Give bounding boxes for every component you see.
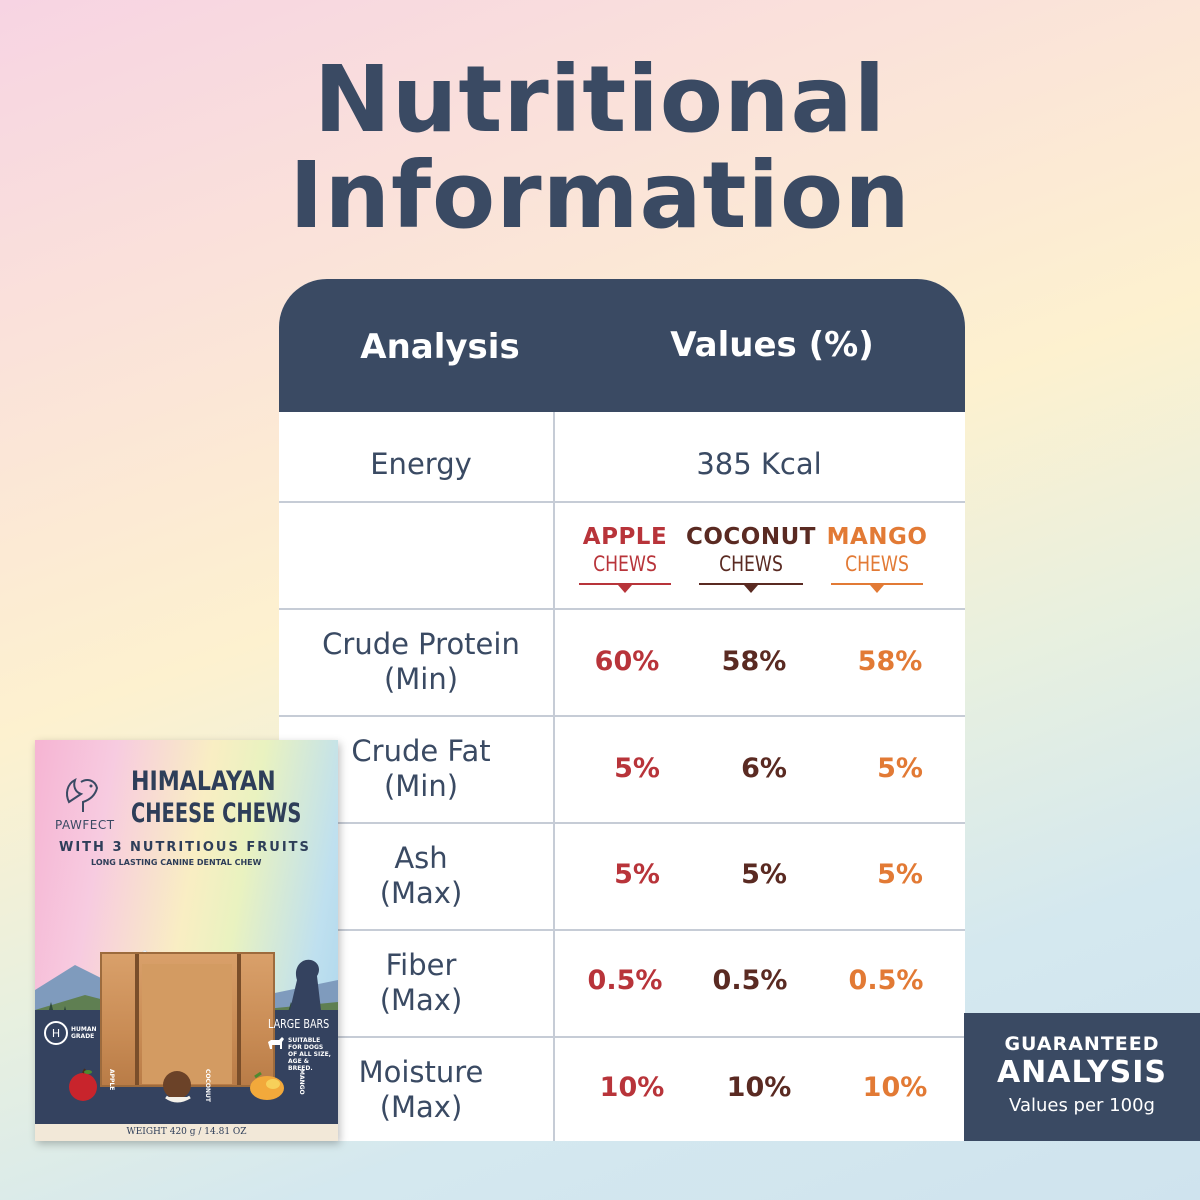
mango-icon — [250, 1071, 284, 1100]
value-apple: 60% — [594, 646, 660, 677]
row-label-line1: Crude Fat — [351, 734, 491, 768]
package-subtitle: WITH 3 NUTRITIOUS FRUITS — [59, 840, 311, 855]
row-label: Moisture (Max) — [279, 1055, 563, 1125]
badge-line3: Values per 100g — [1009, 1095, 1155, 1116]
energy-label: Energy — [370, 447, 472, 481]
flavor-mango-name: MANGO — [826, 524, 928, 550]
value-apple: 10% — [599, 1072, 665, 1103]
nutrition-table: Analysis Values (%) Energy 385 Kcal APPL… — [279, 279, 965, 1141]
dog-silhouette-icon — [268, 1037, 284, 1049]
apple-icon — [69, 1068, 97, 1101]
row-label-line1: Ash — [394, 841, 448, 875]
flavor-apple-name: APPLE — [582, 524, 668, 550]
row-divider — [279, 501, 965, 503]
value-apple: 5% — [614, 753, 660, 784]
badge-line2: ANALYSIS — [996, 1055, 1168, 1090]
large-bars-label: LARGE BARS — [268, 1017, 330, 1031]
value-coconut: 6% — [741, 753, 787, 784]
value-mango: 5% — [877, 859, 923, 890]
row-divider — [279, 1036, 965, 1038]
value-coconut: 10% — [726, 1072, 792, 1103]
row-label-line2: (Max) — [379, 876, 463, 910]
fruit-apple-label: APPLE — [108, 1069, 115, 1091]
flavor-mango-sub: CHEWS — [845, 552, 909, 576]
package-weight: WEIGHT 420 g / 14.81 OZ — [35, 1124, 338, 1141]
row-label-line2: (Min) — [383, 662, 459, 696]
row-divider — [279, 715, 965, 717]
table-header: Analysis Values (%) — [279, 279, 965, 412]
coconut-icon — [163, 1071, 191, 1103]
package-title-2: CHEESE CHEWS — [131, 798, 302, 829]
row-label: Crude Protein (Min) — [279, 627, 563, 697]
flavor-coconut-arrow — [699, 583, 803, 593]
chew-seam — [135, 954, 139, 1085]
row-divider — [279, 929, 965, 931]
chew-seam — [237, 954, 241, 1085]
flavor-coconut-name: COCONUT — [686, 524, 816, 550]
fruit-row: APPLE COCONUT MANGO — [35, 1065, 338, 1125]
flavor-coconut-sub: CHEWS — [719, 552, 783, 576]
package-tagline: LONG LASTING CANINE DENTAL CHEW — [91, 858, 262, 867]
value-mango: 58% — [857, 646, 923, 677]
human-grade-label: HUMAN GRADE — [71, 1026, 97, 1040]
column-divider — [553, 412, 555, 1141]
value-mango: 10% — [862, 1072, 928, 1103]
row-label-line2: (Min) — [383, 769, 459, 803]
row-divider — [279, 608, 965, 610]
title-line-1: Nutritional — [313, 46, 887, 153]
header-analysis: Analysis — [360, 327, 520, 367]
row-label-line2: (Max) — [379, 1090, 463, 1124]
suitable-text: SUITABLE FOR DOGS OF ALL SIZE, AGE & BRE… — [288, 1037, 331, 1072]
flavor-coconut: COCONUT CHEWS — [681, 523, 821, 593]
package-title-1: HIMALAYAN — [131, 766, 276, 797]
row-label: Crude Fat (Min) — [279, 734, 563, 804]
human-grade-icon: H — [44, 1021, 68, 1045]
row-label: Fiber (Max) — [279, 948, 563, 1018]
value-mango: 0.5% — [848, 965, 924, 996]
row-label-line1: Moisture — [358, 1055, 484, 1089]
package-brand: PAWFECT — [55, 818, 115, 832]
flavor-apple: APPLE CHEWS — [563, 523, 687, 593]
row-divider — [279, 822, 965, 824]
flavor-mango-arrow — [831, 583, 923, 593]
value-apple: 0.5% — [587, 965, 663, 996]
title-line-2: Information — [289, 142, 911, 249]
value-coconut: 5% — [741, 859, 787, 890]
row-label-line2: (Max) — [379, 983, 463, 1017]
row-label: Ash (Max) — [279, 841, 563, 911]
product-package: PAWFECT HIMALAYAN CHEESE CHEWS WITH 3 NU… — [35, 740, 338, 1141]
header-values: Values (%) — [670, 325, 874, 365]
row-label-line1: Crude Protein — [322, 627, 520, 661]
pawfect-dog-logo-icon — [66, 778, 99, 812]
product-window — [100, 952, 275, 1087]
fruit-coconut-label: COCONUT — [204, 1069, 211, 1102]
energy-value: 385 Kcal — [696, 447, 822, 481]
chew-bar — [142, 964, 232, 1084]
value-coconut: 0.5% — [712, 965, 788, 996]
value-apple: 5% — [614, 859, 660, 890]
flavor-apple-arrow — [579, 583, 671, 593]
row-label-line1: Fiber — [385, 948, 457, 982]
value-mango: 5% — [877, 753, 923, 784]
guaranteed-analysis-badge: GUARANTEED ANALYSIS Values per 100g — [964, 1013, 1200, 1141]
badge-line1: GUARANTEED — [1004, 1033, 1160, 1055]
fruit-mango-label: MANGO — [298, 1069, 305, 1095]
svg-text:H: H — [52, 1027, 60, 1040]
flavor-apple-sub: CHEWS — [593, 552, 657, 576]
page-title: Nutritional Information — [0, 52, 1200, 244]
value-coconut: 58% — [721, 646, 787, 677]
flavor-mango: MANGO CHEWS — [815, 523, 939, 593]
